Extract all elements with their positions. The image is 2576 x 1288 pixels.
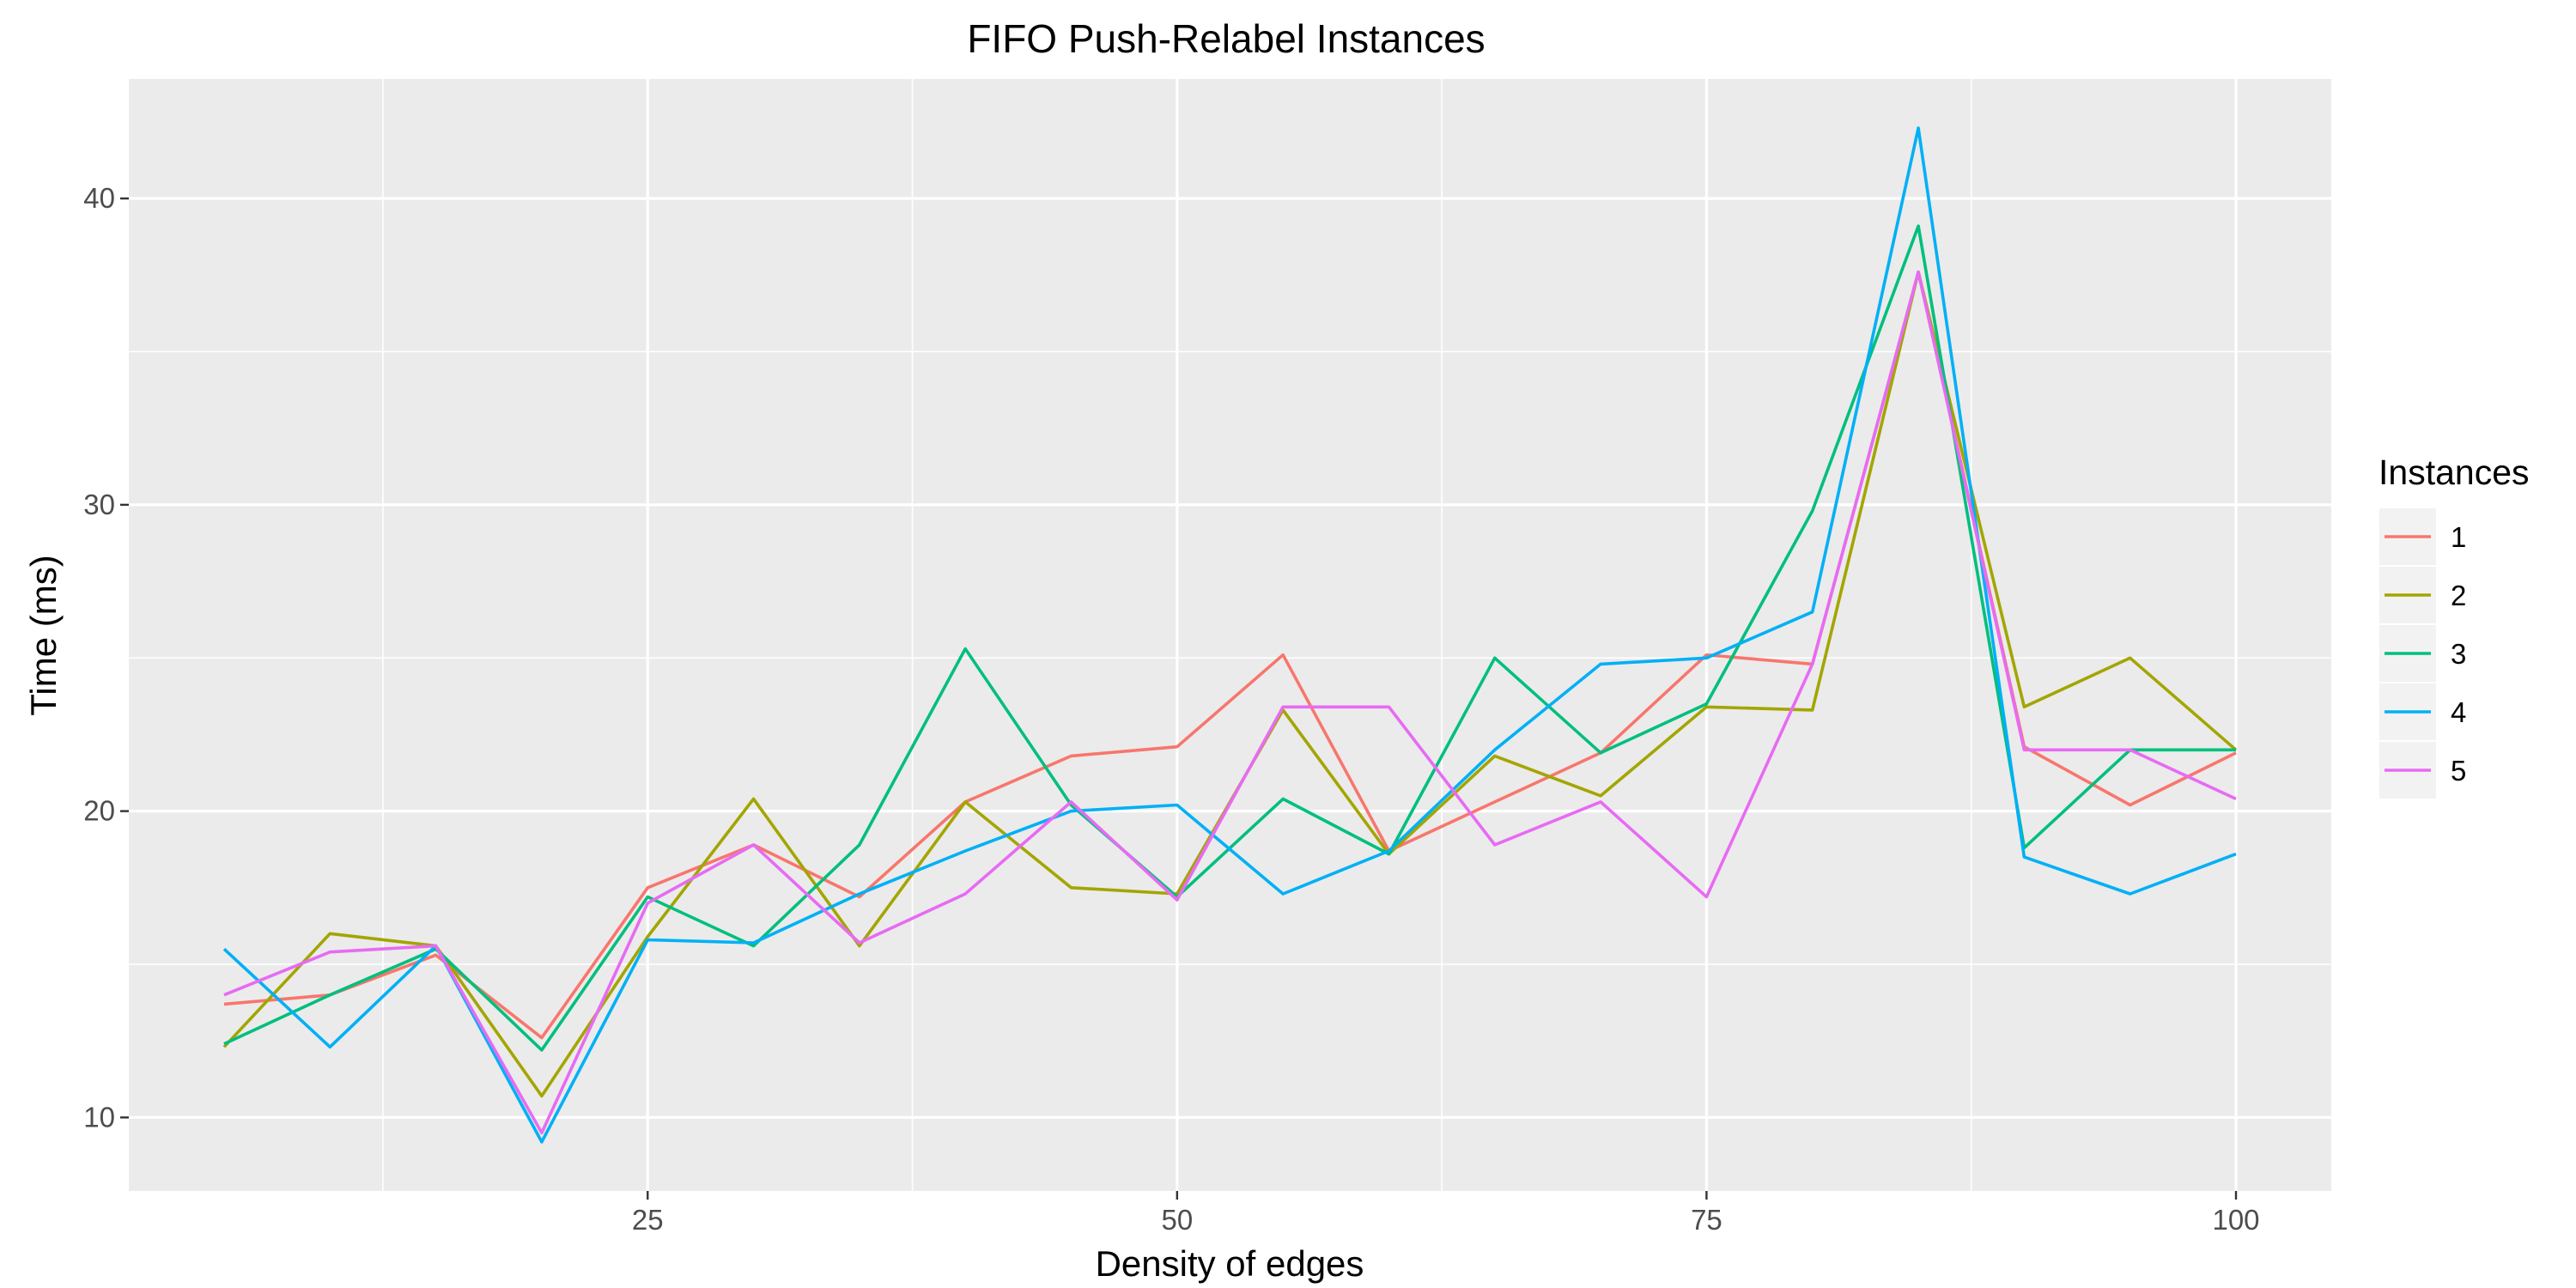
series-line-5 [223,270,2237,1134]
x-axis: 25 50 75 100 [632,1191,2260,1236]
y-tick-label: 30 [83,489,115,520]
major-gridlines [129,79,2331,1191]
legend-label: 4 [2451,696,2466,728]
plot-panel [129,79,2331,1191]
legend-item-2: 2 [2378,565,2466,625]
minor-gridlines [129,79,2331,1191]
legend-title: Instances [2379,453,2530,492]
y-tick-label: 10 [83,1101,115,1133]
chart-title: FIFO Push-Relabel Instances [967,16,1485,61]
plot-panel-background [129,79,2331,1191]
x-tick-label: 75 [1691,1204,1722,1236]
y-tick-label: 40 [83,182,115,214]
legend: Instances 1 2 3 4 5 [2378,453,2530,800]
series-lines [222,126,2238,1144]
y-axis-title: Time (ms) [23,555,64,715]
legend-items: 1 2 3 4 5 [2378,507,2466,800]
series-line-4 [222,126,2237,1144]
legend-item-1: 1 [2378,507,2466,567]
x-axis-title: Density of edges [1096,1243,1364,1284]
legend-label: 1 [2451,521,2466,553]
y-tick-label: 20 [83,795,115,827]
legend-item-3: 3 [2378,623,2466,683]
y-axis: 10 20 30 40 [83,182,129,1133]
x-tick-label: 25 [632,1204,664,1236]
legend-label: 3 [2451,638,2466,670]
legend-item-5: 5 [2378,740,2466,800]
legend-item-4: 4 [2378,682,2466,742]
legend-label: 5 [2451,755,2466,787]
legend-label: 2 [2451,580,2466,611]
x-tick-label: 100 [2212,1204,2259,1236]
x-tick-label: 50 [1161,1204,1193,1236]
